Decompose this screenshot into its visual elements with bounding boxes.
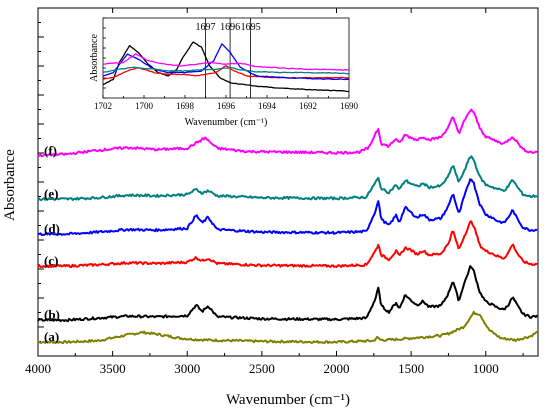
main-x-ticks: 4000 3500 3000 2500 2000 1500 1000 — [25, 8, 524, 376]
main-y-ticks — [38, 7, 44, 357]
inset-x-tick-label: 1700 — [135, 101, 154, 111]
inset-x-tick-label: 1694 — [258, 101, 277, 111]
series-line-a — [37, 310, 538, 345]
main-x-tick-label: 3500 — [100, 361, 126, 376]
series-line-d — [37, 178, 538, 236]
main-x-tick-label: 2500 — [249, 361, 275, 376]
inset-x-ticks: 1702 1700 1698 1696 1694 1692 1690 — [94, 95, 359, 111]
series-line-f — [37, 108, 538, 158]
series-label-d: (d) — [44, 221, 60, 236]
inset-ref-label-1696: 1696 — [220, 22, 240, 33]
inset-y-axis-title: Absorbance — [89, 34, 100, 82]
inset-series-line-3 — [102, 66, 350, 75]
main-x-tick-label: 4000 — [25, 361, 51, 376]
inset-x-tick-label: 1698 — [176, 101, 195, 111]
series-label-b: (b) — [44, 307, 60, 322]
series-line-c — [37, 220, 538, 269]
inset-x-tick-label: 1690 — [340, 101, 359, 111]
inset-x-tick-label: 1692 — [299, 101, 317, 111]
inset-ref-label-1695: 1695 — [241, 22, 261, 33]
inset-series-line-0 — [102, 41, 349, 93]
inset-x-axis-title: Wavenumber (cm⁻¹) — [185, 117, 268, 128]
inset-series-line-4 — [102, 53, 350, 71]
inset-x-tick-label: 1702 — [94, 101, 112, 111]
main-x-tick-label: 1000 — [473, 361, 499, 376]
inset-curves — [102, 41, 350, 93]
curve-labels: (a) (b) (c) (d) (e) (f) — [44, 143, 60, 344]
main-x-tick-label: 1500 — [398, 361, 424, 376]
series-line-e — [37, 155, 538, 201]
inset-y-ticks — [103, 17, 106, 99]
series-label-c: (c) — [44, 253, 58, 268]
inset-series-line-1 — [102, 65, 350, 81]
inset-ref-label-1697: 1697 — [196, 22, 216, 33]
series-label-f: (f) — [44, 143, 57, 158]
inset-x-tick-label: 1696 — [217, 101, 236, 111]
main-curves — [37, 108, 538, 345]
main-x-tick-label: 3000 — [174, 361, 200, 376]
series-line-b — [37, 265, 538, 323]
main-x-tick-label: 2000 — [324, 361, 350, 376]
series-label-a: (a) — [44, 329, 59, 344]
inset-series-line-2 — [102, 43, 350, 81]
series-label-e: (e) — [44, 186, 58, 201]
main-x-axis-title: Wavenumber (cm⁻¹) — [226, 392, 350, 408]
main-y-axis-title: Absorbance — [2, 149, 18, 221]
